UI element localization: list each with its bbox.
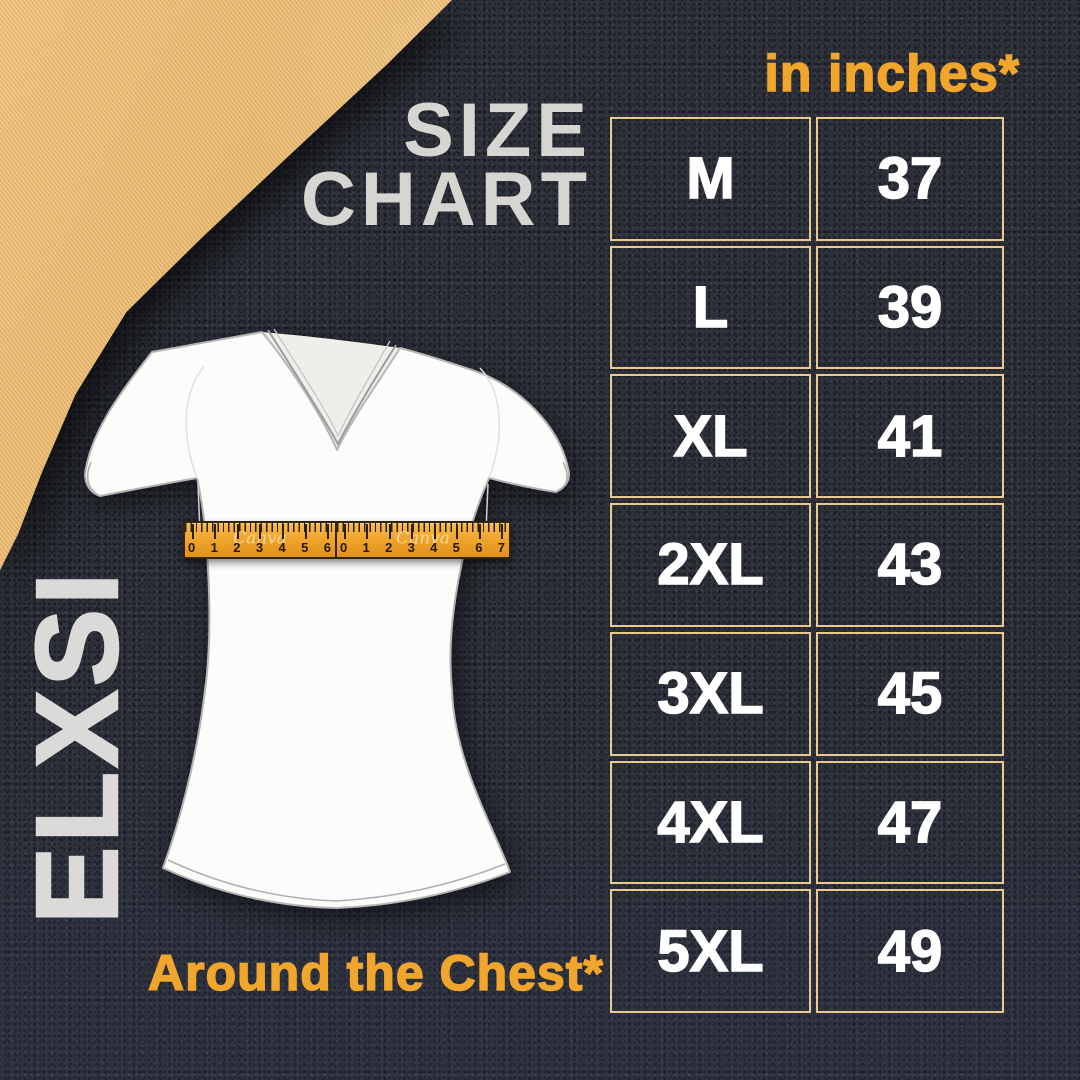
collar-trim-outer: [267, 329, 397, 447]
tape-numbers-left: 0 1 2 3 4 5 6: [188, 524, 331, 555]
ruler-number: 4: [430, 524, 438, 555]
size-label: 5XL: [657, 918, 765, 985]
inches-value: 49: [877, 918, 943, 985]
hem-stitch: [167, 859, 506, 902]
size-label: 4XL: [657, 789, 765, 856]
inches-value: 45: [877, 660, 943, 727]
size-label: L: [692, 274, 729, 341]
inches-cell: 41: [816, 374, 1004, 499]
inches-value: 41: [877, 403, 943, 470]
unit-label: in inches*: [764, 44, 1020, 104]
size-cell: L: [610, 245, 811, 370]
size-label: XL: [673, 403, 749, 470]
right-armhole-seam: [479, 367, 501, 479]
ruler-number: 0: [340, 524, 348, 555]
ruler-number: 2: [233, 524, 241, 555]
size-label: M: [686, 146, 736, 213]
measure-footnote: Around the Chest*: [147, 944, 604, 1002]
left-sleeve-hem: [86, 461, 99, 496]
inches-value: 43: [877, 532, 943, 599]
size-cell: 4XL: [610, 760, 811, 885]
ruler-number: 6: [323, 524, 331, 555]
tshirt-illustration: [84, 326, 580, 918]
tshirt-body: [84, 331, 570, 909]
ruler-number: 0: [188, 524, 196, 555]
size-cell: XL: [610, 374, 811, 499]
ruler-number: 1: [362, 524, 370, 555]
tape-minor-ticks-right: [337, 523, 509, 532]
ruler-number: 6: [475, 524, 483, 555]
ruler-number: 3: [255, 524, 264, 555]
title-line-2: CHART: [301, 157, 592, 242]
tape-segment-divider: [335, 523, 337, 557]
tape-segment-right: Canva 0 1 2 3 4 5 6 7: [337, 523, 509, 557]
measuring-tape: Canva 0 1 2 3 4 5 6 Canva 0 1 2 3 4 5 6 …: [183, 521, 511, 559]
size-table: M 37 L 39 XL 41 2XL 43 3XL 45 4XL 47 5XL…: [610, 117, 1004, 1013]
ruler-number: 7: [497, 524, 505, 555]
inches-value: 39: [877, 274, 943, 341]
left-armhole-seam: [185, 365, 205, 479]
size-cell: 3XL: [610, 631, 811, 756]
tshirt-svg: [84, 328, 570, 909]
size-cell: M: [610, 117, 811, 241]
inches-cell: 45: [816, 631, 1004, 756]
title-line-1: SIZE: [403, 88, 592, 173]
ruler-number: 1: [210, 524, 218, 555]
page-title: SIZE CHART: [301, 88, 592, 242]
inches-cell: 49: [816, 889, 1004, 1013]
ruler-number: 3: [407, 524, 415, 555]
tape-numbers-right: 0 1 2 3 4 5 6 7: [340, 524, 505, 555]
inches-cell: 39: [816, 245, 1004, 370]
size-cell: 2XL: [610, 503, 811, 627]
ruler-number: 5: [301, 524, 309, 555]
tape-segment-left: Canva 0 1 2 3 4 5 6: [185, 523, 335, 557]
size-cell: 5XL: [610, 889, 811, 1013]
inches-cell: 37: [816, 117, 1004, 241]
ruler-number: 4: [278, 524, 286, 555]
inches-cell: 43: [816, 503, 1004, 627]
ruler-number: 5: [452, 524, 460, 555]
right-sleeve-hem: [556, 461, 568, 492]
ruler-number: 2: [385, 524, 393, 555]
size-label: 2XL: [657, 532, 765, 599]
inches-value: 47: [877, 789, 943, 856]
vneck-inner-area: [262, 332, 400, 450]
collar-trim-inner: [273, 328, 391, 438]
inches-cell: 47: [816, 760, 1004, 885]
inches-value: 37: [877, 146, 943, 213]
size-label: 3XL: [657, 660, 765, 727]
